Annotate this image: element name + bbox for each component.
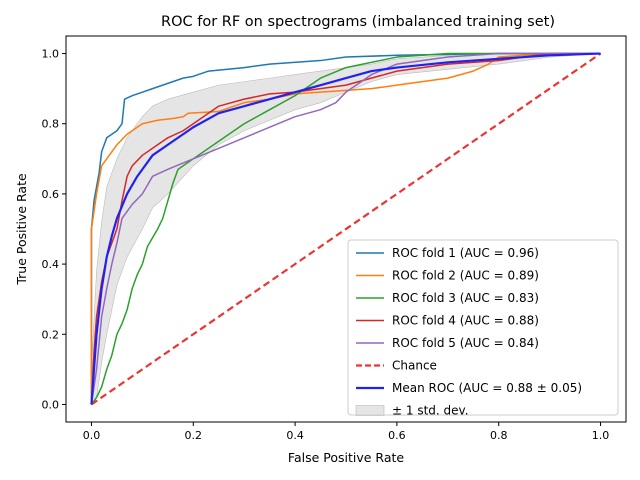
axes-frame — [65, 35, 627, 423]
x-tick-label: 0.6 — [388, 429, 406, 442]
x-axis: 0.0 0.2 0.4 0.6 0.8 1.0 — [83, 422, 610, 442]
legend-label-6: Chance — [392, 359, 437, 373]
y-tick-label: 1.0 — [42, 48, 60, 61]
series-line-5 — [90, 52, 601, 405]
legend-label-4: ROC fold 4 (AUC = 0.88) — [392, 314, 539, 328]
legend-swatch-band — [355, 405, 385, 416]
y-tick-label: 0.4 — [42, 258, 60, 271]
x-tick-label: 0.0 — [83, 429, 101, 442]
x-tick-label: 0.8 — [490, 429, 508, 442]
legend: ROC fold 1 (AUC = 0.96) ROC fold 2 (AUC =… — [347, 239, 619, 418]
y-tick-label: 0.6 — [42, 188, 60, 201]
legend-label-1: ROC fold 1 (AUC = 0.96) — [392, 246, 539, 260]
series-line-2 — [90, 52, 601, 405]
series-line-1 — [90, 52, 601, 405]
legend-label-7: Mean ROC (AUC = 0.88 ± 0.05) — [392, 381, 582, 395]
y-tick-label: 0.2 — [42, 328, 60, 341]
x-tick-label: 0.2 — [185, 429, 203, 442]
series-line-3 — [90, 52, 601, 405]
y-tick-label: 0.0 — [42, 398, 60, 411]
plot-area — [90, 52, 602, 406]
legend-label-5: ROC fold 5 (AUC = 0.84) — [392, 336, 539, 350]
y-tick-label: 0.8 — [42, 118, 60, 131]
series-line-6 — [90, 52, 602, 406]
x-tick-label: 0.4 — [286, 429, 304, 442]
y-axis-label: True Positive Rate — [14, 173, 29, 286]
legend-label-band: ± 1 std. dev. — [392, 404, 469, 418]
chart-title: ROC for RF on spectrograms (imbalanced t… — [161, 14, 555, 30]
series-line-7 — [90, 52, 601, 405]
legend-label-3: ROC fold 3 (AUC = 0.83) — [392, 291, 539, 305]
legend-box — [347, 239, 619, 416]
legend-label-2: ROC fold 2 (AUC = 0.89) — [392, 269, 539, 283]
x-tick-label: 1.0 — [592, 429, 610, 442]
y-axis: 0.0 0.2 0.4 0.6 0.8 1.0 — [42, 48, 66, 411]
x-axis-label: False Positive Rate — [288, 450, 404, 465]
